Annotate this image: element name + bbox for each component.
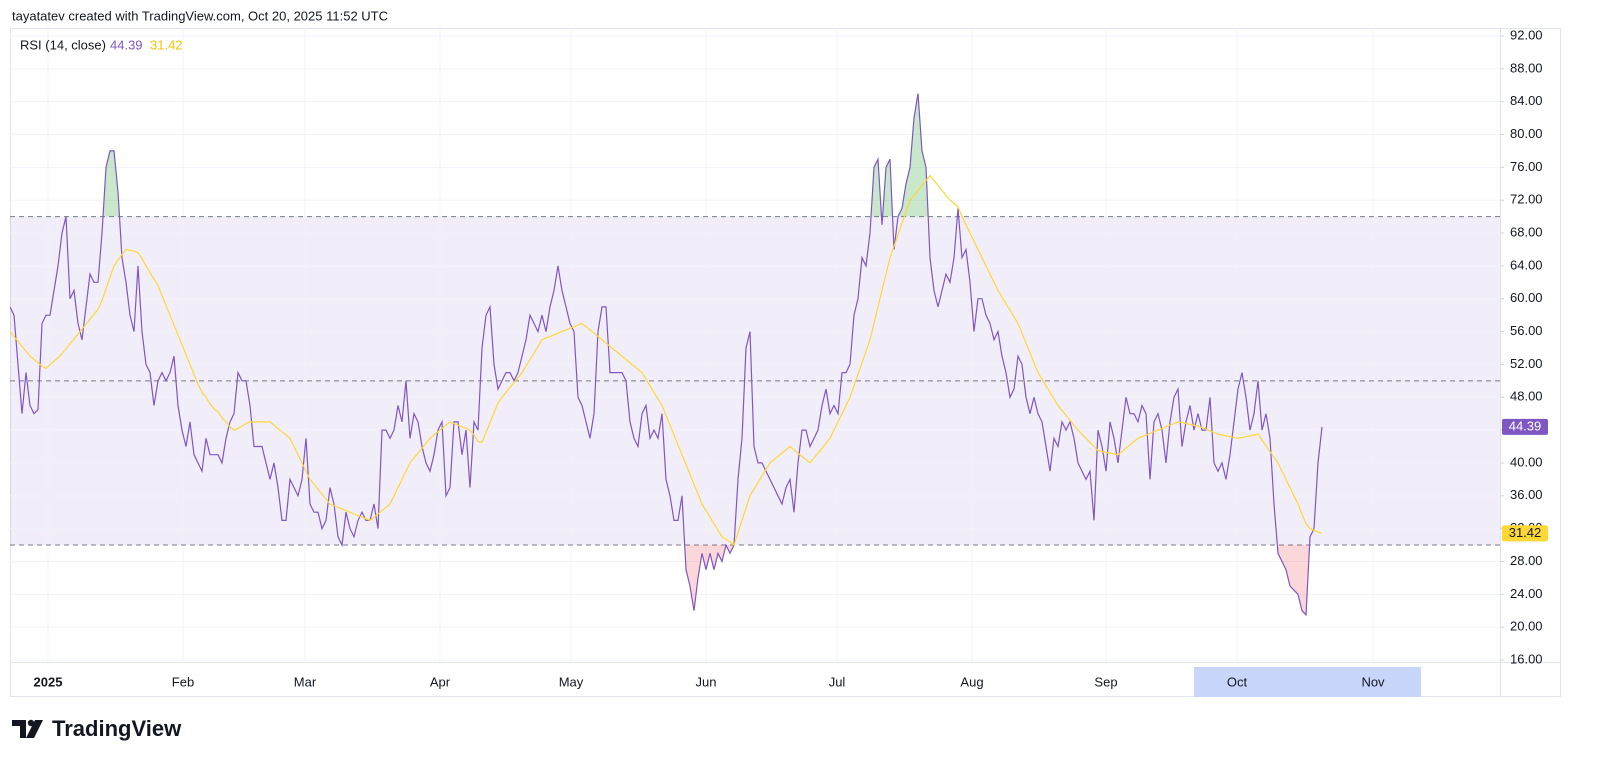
y-tick-label: 92.00 [1510, 27, 1543, 42]
rsi-line [10, 93, 1323, 617]
axes: 16.0020.0024.0028.0032.0036.0040.0044.00… [34, 27, 1548, 689]
x-tick-label: Jul [829, 674, 846, 689]
y-tick-label: 84.00 [1510, 93, 1543, 108]
y-tick-label: 68.00 [1510, 224, 1543, 239]
x-tick-label: Jun [696, 674, 717, 689]
pane-frame [10, 28, 1561, 697]
x-tick-label: 2025 [34, 674, 63, 689]
ma-line [10, 174, 1323, 547]
price-label: 31.42 [1509, 525, 1542, 540]
y-tick-label: 20.00 [1510, 619, 1543, 634]
legend-value: 31.42 [150, 37, 183, 52]
x-tick-label: Mar [294, 674, 317, 689]
logo-mark [27, 719, 35, 727]
price-label: 44.39 [1509, 418, 1542, 433]
band-background [10, 216, 1500, 546]
price-label-box [1502, 418, 1548, 435]
y-tick-label: 24.00 [1510, 586, 1543, 601]
y-tick-label: 28.00 [1510, 553, 1543, 568]
y-tick-label: 56.00 [1510, 323, 1543, 338]
logo-mark [26, 720, 43, 738]
x-tick-label: May [559, 674, 584, 689]
x-tick-label: Sep [1094, 674, 1117, 689]
x-tick-label: Apr [430, 674, 451, 689]
y-tick-label: 36.00 [1510, 487, 1543, 502]
y-tick-label: 72.00 [1510, 192, 1543, 207]
y-tick-label: 16.00 [1510, 651, 1543, 666]
x-tick-label: Nov [1361, 674, 1385, 689]
plot [10, 93, 1323, 617]
price-label-box [1502, 525, 1548, 542]
x-tick-label: Aug [960, 674, 983, 689]
y-tick-label: 76.00 [1510, 159, 1543, 174]
y-tick-label: 52.00 [1510, 356, 1543, 371]
brand-name: TradingView [52, 716, 182, 741]
header-watermark: tayatatev created with TradingView.com, … [12, 8, 388, 23]
y-tick-label: 64.00 [1510, 257, 1543, 272]
time-range-highlight [1194, 667, 1421, 697]
y-tick-label: 60.00 [1510, 290, 1543, 305]
brand-logo: TradingView [12, 716, 182, 741]
x-tick-label: Oct [1227, 674, 1248, 689]
y-tick-label: 80.00 [1510, 126, 1543, 141]
legend-value: 44.39 [110, 37, 143, 52]
x-tick-label: Feb [172, 674, 194, 689]
y-tick-label: 48.00 [1510, 389, 1543, 404]
grid [10, 28, 1500, 662]
legend-title: RSI (14, close) [20, 37, 106, 52]
y-tick-label: 40.00 [1510, 454, 1543, 469]
logo-mark [12, 720, 26, 738]
y-tick-label: 88.00 [1510, 60, 1543, 75]
